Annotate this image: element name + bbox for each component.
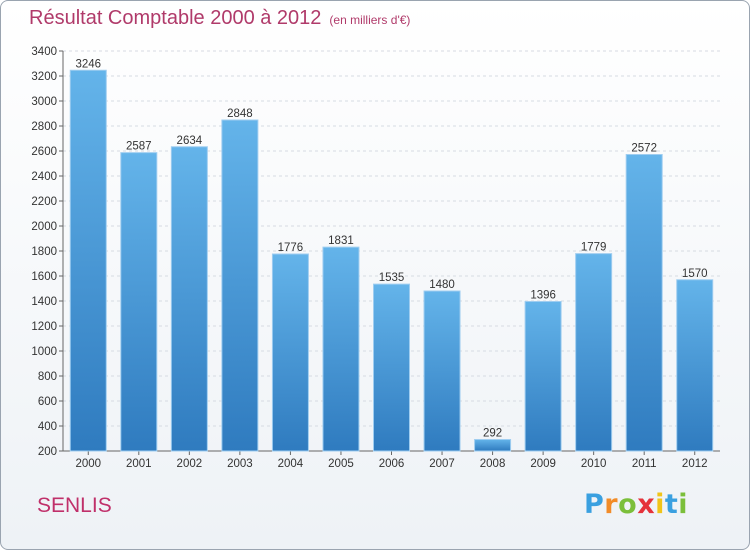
y-tick-label: 1400 bbox=[31, 296, 57, 308]
x-tick-label-2001: 2001 bbox=[126, 458, 152, 470]
y-tick-label: 200 bbox=[38, 446, 57, 458]
title-unit: (en milliers d'€) bbox=[329, 13, 411, 27]
bar-2000 bbox=[69, 69, 107, 452]
logo-letter: r bbox=[604, 489, 619, 520]
x-tick-label-2011: 2011 bbox=[632, 458, 657, 470]
x-tick-label-2007: 2007 bbox=[429, 458, 455, 470]
x-tick-label-2000: 2000 bbox=[75, 458, 101, 470]
y-tick-label: 600 bbox=[38, 396, 57, 408]
x-tick-label-2004: 2004 bbox=[278, 458, 304, 470]
commune-name: SENLIS bbox=[37, 494, 112, 517]
bar-2006 bbox=[373, 283, 410, 452]
x-tick-label-2005: 2005 bbox=[328, 458, 354, 470]
y-tick-label: 800 bbox=[38, 371, 57, 383]
value-label-2011: 2572 bbox=[631, 143, 657, 155]
y-tick-label: 1000 bbox=[31, 346, 57, 358]
logo-letter: x bbox=[637, 489, 656, 520]
value-label-2000: 3246 bbox=[75, 58, 101, 70]
labels: 3246 2000 2587 2001 2634 2002 2848 2003 1776 2004… bbox=[75, 58, 707, 470]
value-label-2004: 1776 bbox=[278, 242, 304, 254]
bar-2002 bbox=[170, 146, 208, 452]
y-tick-label: 1200 bbox=[31, 321, 57, 333]
value-label-2007: 1480 bbox=[429, 279, 455, 291]
bars bbox=[69, 69, 714, 452]
chart-title: Résultat Comptable 2000 à 2012 (en millie… bbox=[29, 7, 410, 30]
proxiti-logo[interactable]: Proxiti bbox=[584, 489, 688, 520]
x-tick-label-2006: 2006 bbox=[379, 458, 405, 470]
value-label-2005: 1831 bbox=[328, 235, 354, 247]
y-tick-label: 3200 bbox=[31, 71, 57, 83]
value-label-2006: 1535 bbox=[379, 272, 405, 284]
x-tick-label-2003: 2003 bbox=[227, 458, 253, 470]
bar-2008 bbox=[474, 439, 512, 452]
x-tick-label-2010: 2010 bbox=[581, 458, 607, 470]
title-text: Résultat Comptable 2000 à 2012 bbox=[29, 7, 322, 29]
bar-2009 bbox=[524, 301, 562, 452]
y-tick-label: 2400 bbox=[31, 171, 57, 183]
bar-2003 bbox=[221, 119, 259, 452]
logo-letter: t bbox=[664, 489, 679, 520]
y-tick-label: 2200 bbox=[31, 196, 57, 208]
value-label-2008: 292 bbox=[483, 428, 502, 440]
bar-2007 bbox=[423, 290, 461, 452]
y-tick-label: 1600 bbox=[31, 271, 57, 283]
y-tick-label: 2800 bbox=[31, 121, 57, 133]
bar-2012 bbox=[676, 279, 714, 452]
bar-2005 bbox=[322, 246, 360, 452]
x-tick-label-2008: 2008 bbox=[480, 458, 506, 470]
y-tick-label: 400 bbox=[38, 421, 57, 433]
logo-letter: i bbox=[655, 489, 665, 520]
value-label-2010: 1779 bbox=[581, 242, 607, 254]
x-tick-label-2002: 2002 bbox=[177, 458, 203, 470]
value-label-2002: 2634 bbox=[177, 135, 203, 147]
value-label-2003: 2848 bbox=[227, 108, 253, 120]
y-tick-label: 1800 bbox=[31, 246, 57, 258]
bar-2001 bbox=[120, 152, 158, 452]
logo-letter: P bbox=[584, 489, 605, 520]
bar-2011 bbox=[625, 154, 663, 452]
logo-letter: i bbox=[678, 489, 689, 520]
x-tick-label-2012: 2012 bbox=[682, 458, 708, 470]
y-tick-label: 3000 bbox=[31, 96, 57, 108]
value-label-2001: 2587 bbox=[126, 141, 152, 153]
y-tick-label: 2000 bbox=[31, 221, 57, 233]
x-tick-label-2009: 2009 bbox=[530, 458, 556, 470]
value-label-2012: 1570 bbox=[682, 268, 708, 280]
logo-letter: o bbox=[618, 489, 638, 520]
bar-2010 bbox=[575, 253, 613, 452]
bar-2004 bbox=[271, 253, 309, 452]
y-tick-label: 3400 bbox=[31, 46, 57, 58]
value-label-2009: 1396 bbox=[530, 290, 556, 302]
y-tick-label: 2600 bbox=[31, 146, 57, 158]
